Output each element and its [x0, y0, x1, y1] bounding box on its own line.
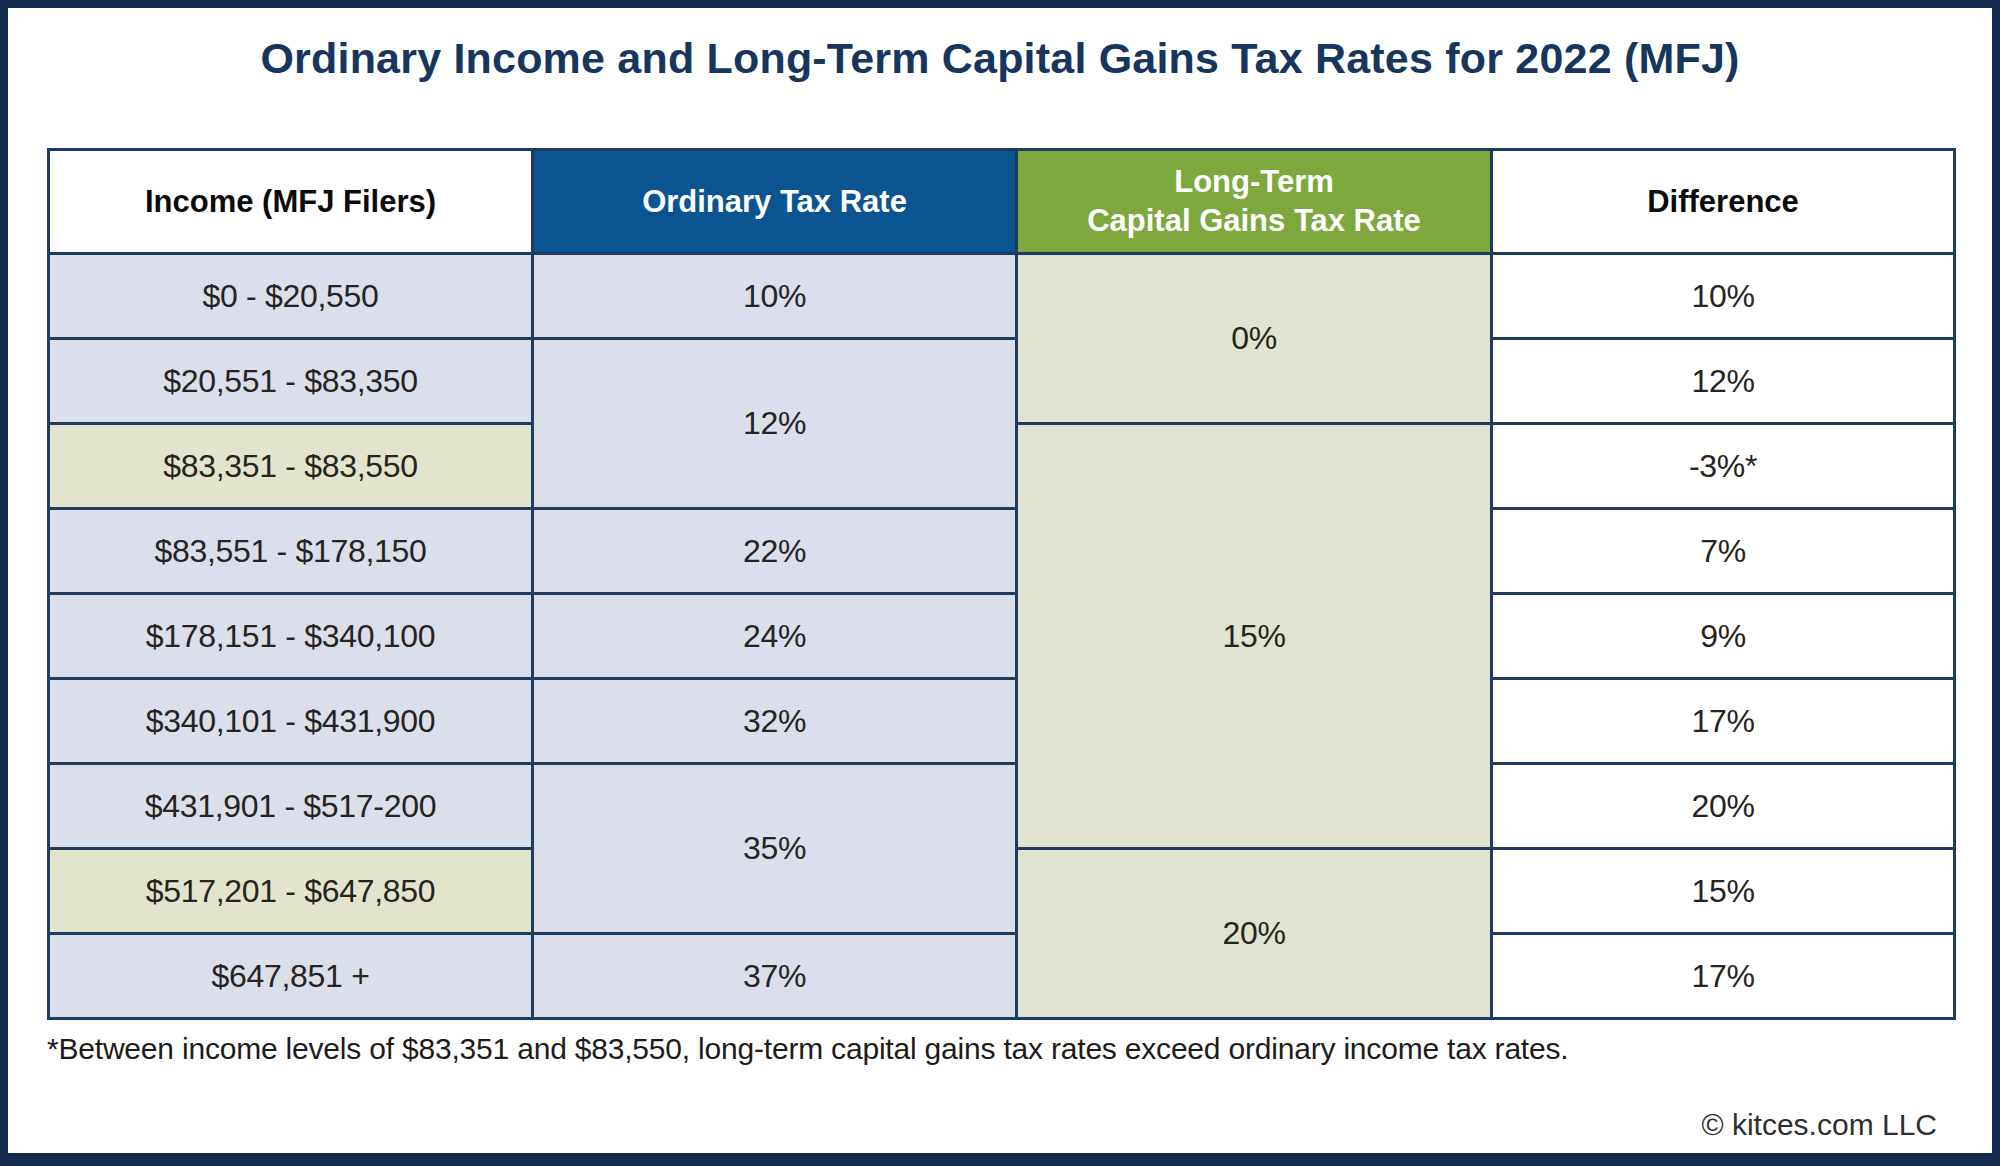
header-row: Income (MFJ Filers) Ordinary Tax Rate Lo… — [49, 150, 1955, 254]
table-row: $431,901 - $517-200 35% 20% — [49, 764, 1955, 849]
tax-rates-table: Income (MFJ Filers) Ordinary Tax Rate Lo… — [47, 148, 1956, 1020]
content-card: Ordinary Income and Long-Term Capital Ga… — [8, 8, 1992, 1153]
column-header-income: Income (MFJ Filers) — [49, 150, 533, 254]
income-cell-highlighted: $83,351 - $83,550 — [49, 424, 533, 509]
column-header-ordinary-tax-rate: Ordinary Tax Rate — [533, 150, 1017, 254]
difference-cell: 17% — [1492, 679, 1955, 764]
difference-cell: -3%* — [1492, 424, 1955, 509]
ordinary-rate-cell: 24% — [533, 594, 1017, 679]
difference-cell: 9% — [1492, 594, 1955, 679]
column-header-ltcg-tax-rate: Long-Term Capital Gains Tax Rate — [1017, 150, 1492, 254]
income-cell: $431,901 - $517-200 — [49, 764, 533, 849]
table-row: $0 - $20,550 10% 0% 10% — [49, 254, 1955, 339]
ordinary-rate-cell: 32% — [533, 679, 1017, 764]
table-row: $178,151 - $340,100 24% 9% — [49, 594, 1955, 679]
difference-cell: 20% — [1492, 764, 1955, 849]
difference-cell: 10% — [1492, 254, 1955, 339]
difference-cell: 12% — [1492, 339, 1955, 424]
income-cell: $20,551 - $83,350 — [49, 339, 533, 424]
income-cell: $178,151 - $340,100 — [49, 594, 533, 679]
ordinary-rate-cell: 10% — [533, 254, 1017, 339]
ordinary-rate-cell: 37% — [533, 934, 1017, 1019]
ltcg-rate-cell: 0% — [1017, 254, 1492, 424]
ordinary-rate-cell: 22% — [533, 509, 1017, 594]
table-row: $340,101 - $431,900 32% 17% — [49, 679, 1955, 764]
page-title: Ordinary Income and Long-Term Capital Ga… — [8, 34, 1992, 83]
difference-cell: 7% — [1492, 509, 1955, 594]
ordinary-rate-cell: 35% — [533, 764, 1017, 934]
table-row: $20,551 - $83,350 12% 12% — [49, 339, 1955, 424]
income-cell: $647,851 + — [49, 934, 533, 1019]
column-header-difference: Difference — [1492, 150, 1955, 254]
table-row: $83,551 - $178,150 22% 7% — [49, 509, 1955, 594]
income-cell: $83,551 - $178,150 — [49, 509, 533, 594]
table-row: $647,851 + 37% 17% — [49, 934, 1955, 1019]
page-frame: Ordinary Income and Long-Term Capital Ga… — [0, 0, 2000, 1166]
ltcg-rate-cell: 20% — [1017, 849, 1492, 1019]
difference-cell: 15% — [1492, 849, 1955, 934]
ltcg-rate-cell: 15% — [1017, 424, 1492, 849]
ordinary-rate-cell: 12% — [533, 339, 1017, 509]
income-cell: $340,101 - $431,900 — [49, 679, 533, 764]
copyright: © kitces.com LLC — [1701, 1108, 1937, 1142]
income-cell: $0 - $20,550 — [49, 254, 533, 339]
income-cell-highlighted: $517,201 - $647,850 — [49, 849, 533, 934]
difference-cell: 17% — [1492, 934, 1955, 1019]
footnote: *Between income levels of $83,351 and $8… — [47, 1032, 1568, 1066]
